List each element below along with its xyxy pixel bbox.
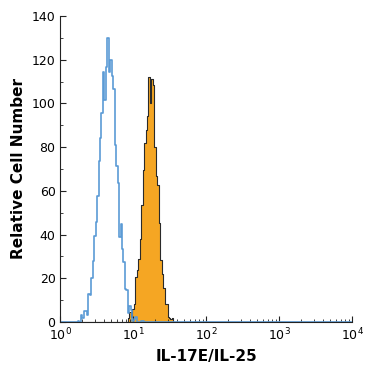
X-axis label: IL-17E/IL-25: IL-17E/IL-25 [156,349,257,364]
Y-axis label: Relative Cell Number: Relative Cell Number [11,78,26,260]
